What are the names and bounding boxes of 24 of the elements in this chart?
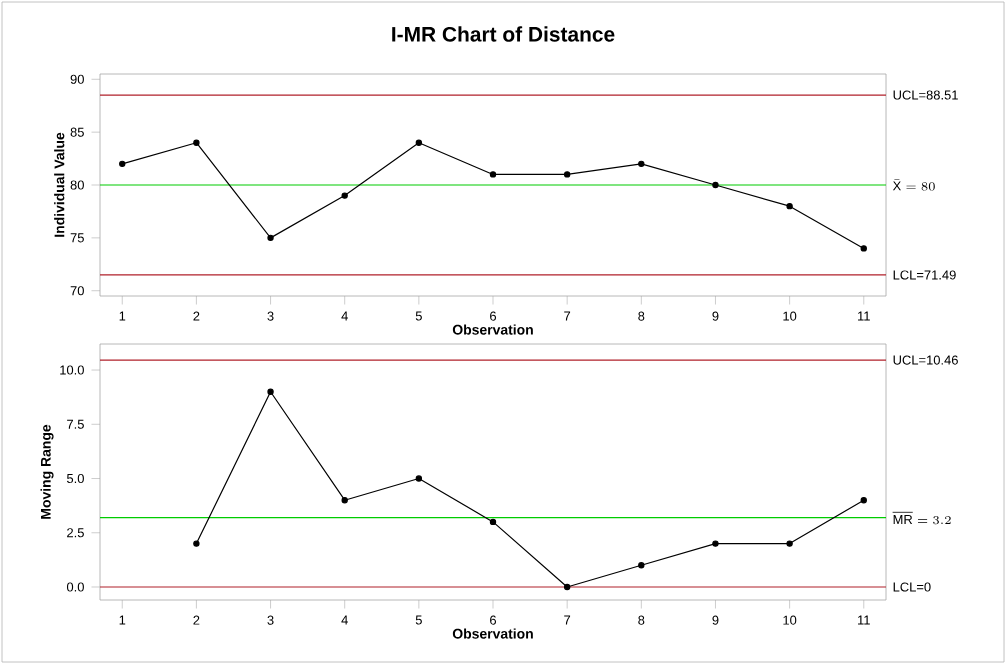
point [712,181,719,189]
point [341,192,348,199]
point [267,234,274,242]
point [786,202,793,210]
point [489,171,497,178]
point [489,518,497,526]
point [193,139,200,146]
point [341,497,348,504]
point [712,540,719,547]
point [119,160,126,168]
ref-line-label: $\bar{\mathrm{X}}=80$ [892,179,935,191]
point [563,583,571,591]
point [563,171,571,178]
point [415,139,423,146]
point [267,388,274,395]
ref-line-label: $\overline{\mathrm{MR}}=3.2$ [892,512,951,525]
chart-title: I-MR Chart of Distance [392,26,615,42]
point [415,475,423,482]
point [638,562,645,569]
point [193,540,200,547]
point [860,497,867,504]
point [638,160,645,168]
point [860,245,867,252]
point [786,540,793,547]
